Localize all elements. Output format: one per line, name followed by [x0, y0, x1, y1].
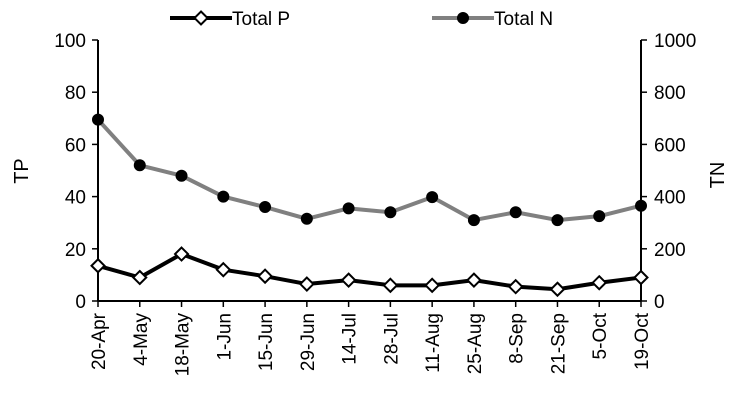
- right-tick-label: 600: [654, 135, 686, 156]
- x-tick-label: 18-May: [173, 313, 194, 377]
- legend-label-total-p: Total P: [232, 9, 290, 30]
- data-point-total-p: [507, 278, 524, 295]
- x-tick-label: 21-Sep: [548, 313, 569, 374]
- data-point-total-p: [90, 257, 106, 274]
- data-point-total-n: [175, 169, 188, 182]
- left-tick-label: 0: [75, 292, 86, 313]
- x-tick-label: 11-Aug: [423, 313, 444, 373]
- right-tick-label: 1000: [654, 31, 696, 52]
- legend-label-total-n: Total N: [494, 9, 553, 30]
- series-line-total-n: [96, 118, 642, 223]
- data-point-total-n: [593, 210, 606, 223]
- data-point-total-n: [92, 113, 104, 126]
- data-point-total-p: [173, 246, 190, 262]
- legend-marker-total-p: [193, 10, 209, 26]
- x-tick-label: 1-Jun: [214, 313, 235, 361]
- data-point-total-p: [131, 269, 148, 286]
- data-point-total-p: [215, 261, 232, 278]
- data-point-total-n: [467, 214, 480, 227]
- legend-marker-total-n: [457, 12, 469, 24]
- data-point-total-p: [298, 276, 315, 292]
- right-tick-label: 800: [654, 83, 686, 104]
- data-point-total-n: [509, 206, 522, 219]
- right-axis-ticks: 0 200 400 600 800 1000: [641, 31, 696, 313]
- series-layer: [90, 113, 649, 298]
- left-axis-ticks: 0 20 40 60 80 100: [54, 31, 98, 313]
- x-axis-ticks: 20-Apr 4-May 18-May 1-Jun 15-Jun 29-Jun 14-Jul…: [89, 301, 653, 376]
- data-point-total-p: [466, 272, 482, 289]
- x-tick-label: 19-Oct: [632, 312, 653, 370]
- data-point-total-n: [300, 212, 313, 225]
- x-tick-label: 8-Sep: [507, 313, 528, 364]
- x-tick-label: 4-May: [131, 313, 152, 366]
- left-axis-title: TP: [11, 158, 33, 184]
- data-point-total-n: [384, 206, 397, 219]
- x-tick-label: 14-Jul: [340, 313, 361, 365]
- x-tick-label: 20-Apr: [89, 312, 110, 370]
- right-axis-title: TN: [707, 162, 729, 189]
- left-tick-label: 40: [65, 188, 86, 209]
- data-point-total-p: [340, 272, 357, 289]
- data-point-total-p: [591, 274, 608, 291]
- data-point-total-p: [424, 277, 441, 294]
- left-tick-label: 80: [65, 83, 86, 104]
- x-tick-label: 28-Jul: [381, 313, 402, 365]
- right-tick-label: 0: [654, 292, 665, 313]
- left-tick-label: 20: [65, 240, 86, 261]
- right-tick-label: 400: [654, 188, 686, 209]
- data-point-total-n: [342, 202, 355, 215]
- data-point-total-n: [551, 214, 564, 227]
- data-point-total-n: [217, 190, 230, 203]
- data-point-total-p: [633, 269, 649, 286]
- data-point-total-n: [259, 201, 272, 214]
- data-point-total-p: [549, 281, 566, 298]
- left-tick-label: 100: [54, 31, 86, 52]
- plot-frame: [97, 40, 642, 302]
- data-point-total-p: [257, 268, 273, 285]
- legend: Total P Total N: [170, 9, 553, 30]
- left-tick-label: 60: [65, 135, 86, 156]
- data-point-total-n: [426, 191, 439, 204]
- data-point-total-n: [133, 159, 146, 172]
- x-tick-label: 29-Jun: [298, 313, 319, 371]
- x-tick-label: 15-Jun: [256, 313, 277, 371]
- data-point-total-n: [635, 199, 647, 212]
- right-tick-label: 200: [654, 240, 686, 261]
- data-point-total-p: [382, 277, 399, 294]
- x-tick-label: 25-Aug: [465, 313, 486, 374]
- x-tick-label: 5-Oct: [590, 312, 611, 359]
